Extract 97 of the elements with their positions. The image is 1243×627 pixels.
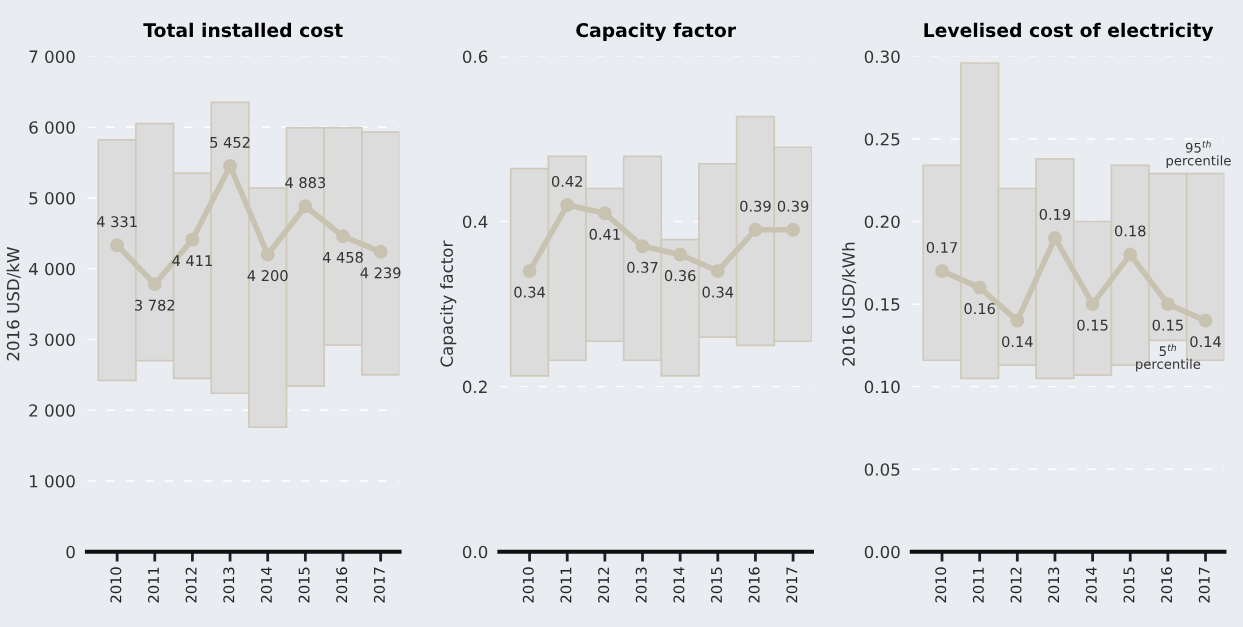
x-tick-label: 2017 xyxy=(786,567,798,603)
point xyxy=(260,247,275,262)
x-tick-label: 2012 xyxy=(185,567,197,603)
x-tick-label: 2011 xyxy=(972,567,984,603)
x-tick-label: 2010 xyxy=(935,567,947,603)
y-tick-label: 0.00 xyxy=(864,545,900,559)
data-label: 0.41 xyxy=(589,228,620,240)
y-tick-label: 4 000 xyxy=(29,262,75,276)
point xyxy=(560,198,575,212)
y-tick-label: 0.30 xyxy=(864,50,900,63)
x-tick-label: 2010 xyxy=(110,567,122,603)
data-label: 0.16 xyxy=(964,303,995,315)
data-label: 4 200 xyxy=(247,270,288,282)
chart-title: Capacity factor xyxy=(576,22,737,42)
x-tick-label: 2013 xyxy=(223,567,235,603)
x-tick-label: 2015 xyxy=(711,567,723,603)
x-tick-label: 2016 xyxy=(336,567,348,603)
y-tick-label: 0.15 xyxy=(864,298,900,311)
y-tick-label: 0.05 xyxy=(864,463,900,476)
chart-title: Levelised cost of electricity xyxy=(924,22,1214,42)
point xyxy=(673,247,688,262)
data-label: 4 458 xyxy=(322,251,363,263)
y-tick-label: 0.4 xyxy=(462,215,488,229)
x-tick-label: 2017 xyxy=(373,567,385,603)
data-label: 0.14 xyxy=(1002,336,1033,348)
point xyxy=(522,264,537,279)
x-tick-label: 2011 xyxy=(147,567,159,603)
point xyxy=(110,238,125,253)
data-label: 0.17 xyxy=(926,241,957,253)
y-tick-label: 1 000 xyxy=(30,474,75,488)
x-tick-label: 2010 xyxy=(522,567,534,603)
x-tick-label: 2017 xyxy=(1198,567,1210,603)
point xyxy=(185,232,200,247)
data-label: 4 883 xyxy=(285,177,326,189)
data-label: 0.15 xyxy=(1152,319,1183,331)
y-axis-title: 2016 USD/kWh xyxy=(841,242,857,366)
y-tick-label: 0.25 xyxy=(864,132,900,146)
point xyxy=(1160,297,1175,312)
data-label: 4 239 xyxy=(360,267,401,279)
chart-title: Total installed cost xyxy=(143,22,343,38)
x-tick-label: 2013 xyxy=(635,567,647,603)
point xyxy=(972,280,987,295)
x-tick-label: 2016 xyxy=(748,567,760,603)
data-label: 4 411 xyxy=(172,255,212,266)
y-tick-label: 0.20 xyxy=(864,215,900,229)
data-label: 0.37 xyxy=(627,261,658,273)
point xyxy=(935,264,949,279)
point xyxy=(298,199,313,214)
data-label: 0.39 xyxy=(740,200,771,212)
y-tick-label: 0.0 xyxy=(462,545,488,559)
point xyxy=(786,222,801,237)
y-tick-label: 7 000 xyxy=(29,50,75,63)
data-label: 0.18 xyxy=(1114,225,1146,237)
x-tick-label: 2015 xyxy=(1123,567,1135,603)
y-tick-label: 6 000 xyxy=(29,121,75,134)
data-label: 0.34 xyxy=(514,286,545,298)
point xyxy=(336,229,350,244)
y-tick-label: 5 000 xyxy=(29,191,75,205)
point xyxy=(597,206,612,221)
point xyxy=(373,244,388,259)
x-tick-label: 2012 xyxy=(598,567,610,603)
point xyxy=(710,264,725,279)
x-tick-label: 2013 xyxy=(1048,567,1060,603)
y-axis-title: 2016 USD/kW xyxy=(6,247,21,361)
data-label: 0.15 xyxy=(1077,319,1108,331)
y-tick-label: 0 xyxy=(66,545,75,559)
x-tick-label: 2015 xyxy=(298,567,310,603)
y-tick-label: 3 000 xyxy=(29,333,75,347)
point xyxy=(1123,247,1138,262)
data-label: 3 782 xyxy=(135,299,175,311)
y-tick-label: 0.2 xyxy=(462,380,487,394)
point xyxy=(1048,231,1062,245)
data-label: 4 331 xyxy=(96,216,137,228)
point xyxy=(635,239,650,254)
x-tick-label: 2014 xyxy=(1085,567,1097,603)
data-label: 0.39 xyxy=(777,200,809,212)
y-tick-label: 2 000 xyxy=(29,404,75,417)
point xyxy=(748,222,763,237)
point xyxy=(1010,313,1025,328)
y-tick-label: 0.10 xyxy=(864,380,900,394)
x-tick-label: 2014 xyxy=(673,567,685,603)
x-tick-label: 2014 xyxy=(260,567,272,603)
x-tick-label: 2016 xyxy=(1161,567,1173,603)
data-label: 0.19 xyxy=(1039,208,1071,220)
y-axis-title: Capacity factor xyxy=(440,240,457,367)
y-tick-label: 0.6 xyxy=(462,50,488,63)
x-tick-label: 2012 xyxy=(1010,567,1022,603)
annotation: 95$^{th}$ percentile xyxy=(1166,140,1231,169)
data-label: 5 452 xyxy=(210,136,250,148)
data-label: 0.42 xyxy=(551,175,582,187)
x-tick-label: 2011 xyxy=(560,567,572,603)
point xyxy=(223,159,238,173)
point xyxy=(147,277,162,292)
data-label: 0.34 xyxy=(702,286,734,298)
point xyxy=(1198,313,1213,328)
data-label: 0.36 xyxy=(664,270,696,282)
point xyxy=(1085,297,1100,312)
